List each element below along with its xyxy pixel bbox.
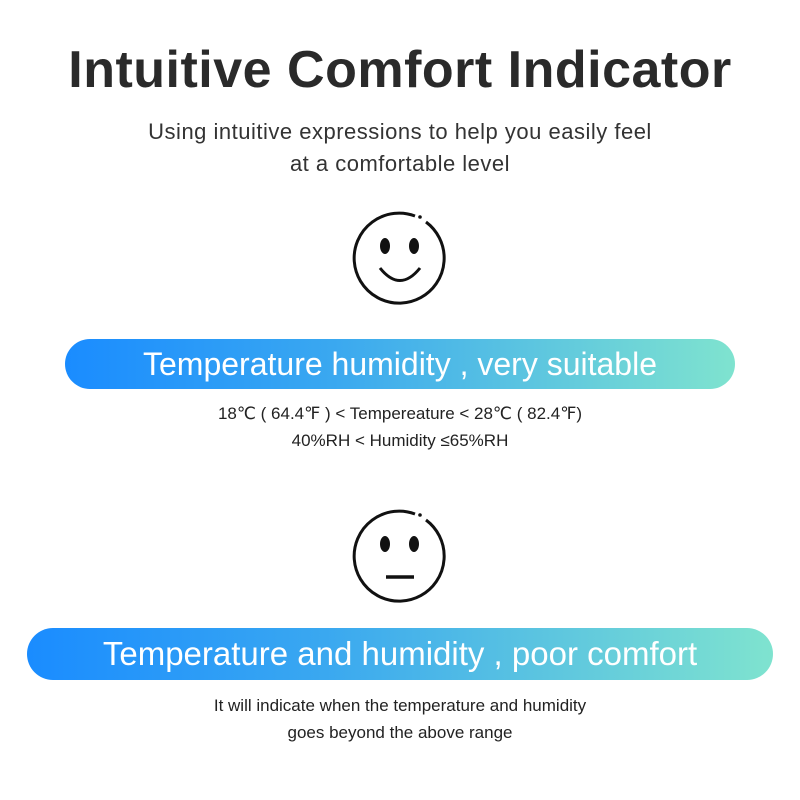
temperature-range: 18℃ ( 64.4℉ ) < Tempereature < 28℃ ( 82.… <box>217 404 583 423</box>
note-line: It will indicate when the temperature an… <box>213 696 587 715</box>
note-line: goes beyond the above range <box>287 723 513 742</box>
humidity-range: 40%RH < Humidity ≤65%RH <box>291 431 509 450</box>
smiley-face-icon <box>352 211 446 305</box>
subtitle-line: Using intuitive expressions to help you … <box>148 119 652 144</box>
subtitle-line: at a comfortable level <box>289 151 511 176</box>
neutral-face-icon <box>352 509 446 603</box>
subtitle: Using intuitive expressions to help you … <box>0 116 800 180</box>
poor-comfort-text: It will indicate when the temperature an… <box>0 692 800 746</box>
banner-very-suitable: Temperature humidity , very suitable <box>65 339 735 389</box>
page-title: Intuitive Comfort Indicator <box>68 41 732 99</box>
comfort-range-text: 18℃ ( 64.4℉ ) < Tempereature < 28℃ ( 82.… <box>0 400 800 454</box>
banner-poor-comfort: Temperature and humidity , poor comfort <box>27 628 773 680</box>
